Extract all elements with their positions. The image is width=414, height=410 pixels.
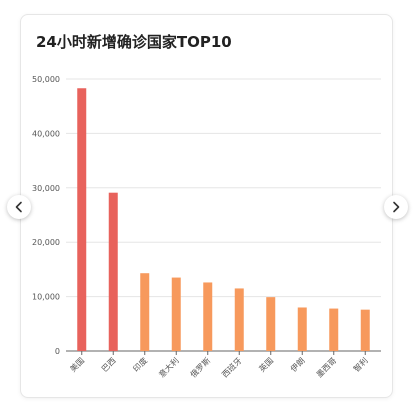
x-tick-label: 印度 (131, 355, 149, 373)
y-tick-label: 10,000 (32, 293, 60, 302)
x-tick-label: 伊朗 (288, 355, 306, 373)
y-tick-label: 50,000 (32, 75, 60, 84)
y-tick-label: 0 (55, 347, 60, 356)
x-tick-label: 智利 (351, 355, 369, 373)
bar (77, 88, 87, 352)
bar (108, 192, 118, 351)
chart-title: 24小时新增确诊国家TOP10 (36, 33, 232, 51)
chart-card: 24小时新增确诊国家TOP10 0 10,000 20,000 30,000 40,00… (20, 14, 393, 398)
bar (171, 277, 181, 351)
y-tick-label: 30,000 (32, 184, 60, 193)
y-tick-label: 20,000 (32, 238, 60, 247)
bar (203, 282, 213, 351)
chevron-right-icon (393, 201, 400, 213)
next-button[interactable] (384, 195, 408, 219)
bar (140, 273, 150, 351)
x-tick-label: 意大利 (157, 355, 181, 379)
bar (329, 308, 339, 351)
x-tick-label: 俄罗斯 (188, 355, 212, 379)
bar-chart: 0 10,000 20,000 30,000 40,000 50,000 美国 巴西 印度 意大利… (32, 75, 381, 379)
x-tick-label: 巴西 (100, 356, 118, 374)
x-tick-label: 美国 (68, 355, 86, 373)
bar (360, 309, 370, 351)
bar (266, 297, 276, 351)
y-tick-label: 40,000 (32, 129, 60, 138)
bar (297, 307, 307, 351)
bar (234, 288, 244, 351)
prev-button[interactable] (7, 195, 31, 219)
chevron-left-icon (15, 201, 22, 213)
x-tick-label: 墨西哥 (315, 356, 338, 379)
x-tick-label: 英国 (257, 355, 275, 373)
x-tick-label: 西班牙 (220, 355, 244, 379)
